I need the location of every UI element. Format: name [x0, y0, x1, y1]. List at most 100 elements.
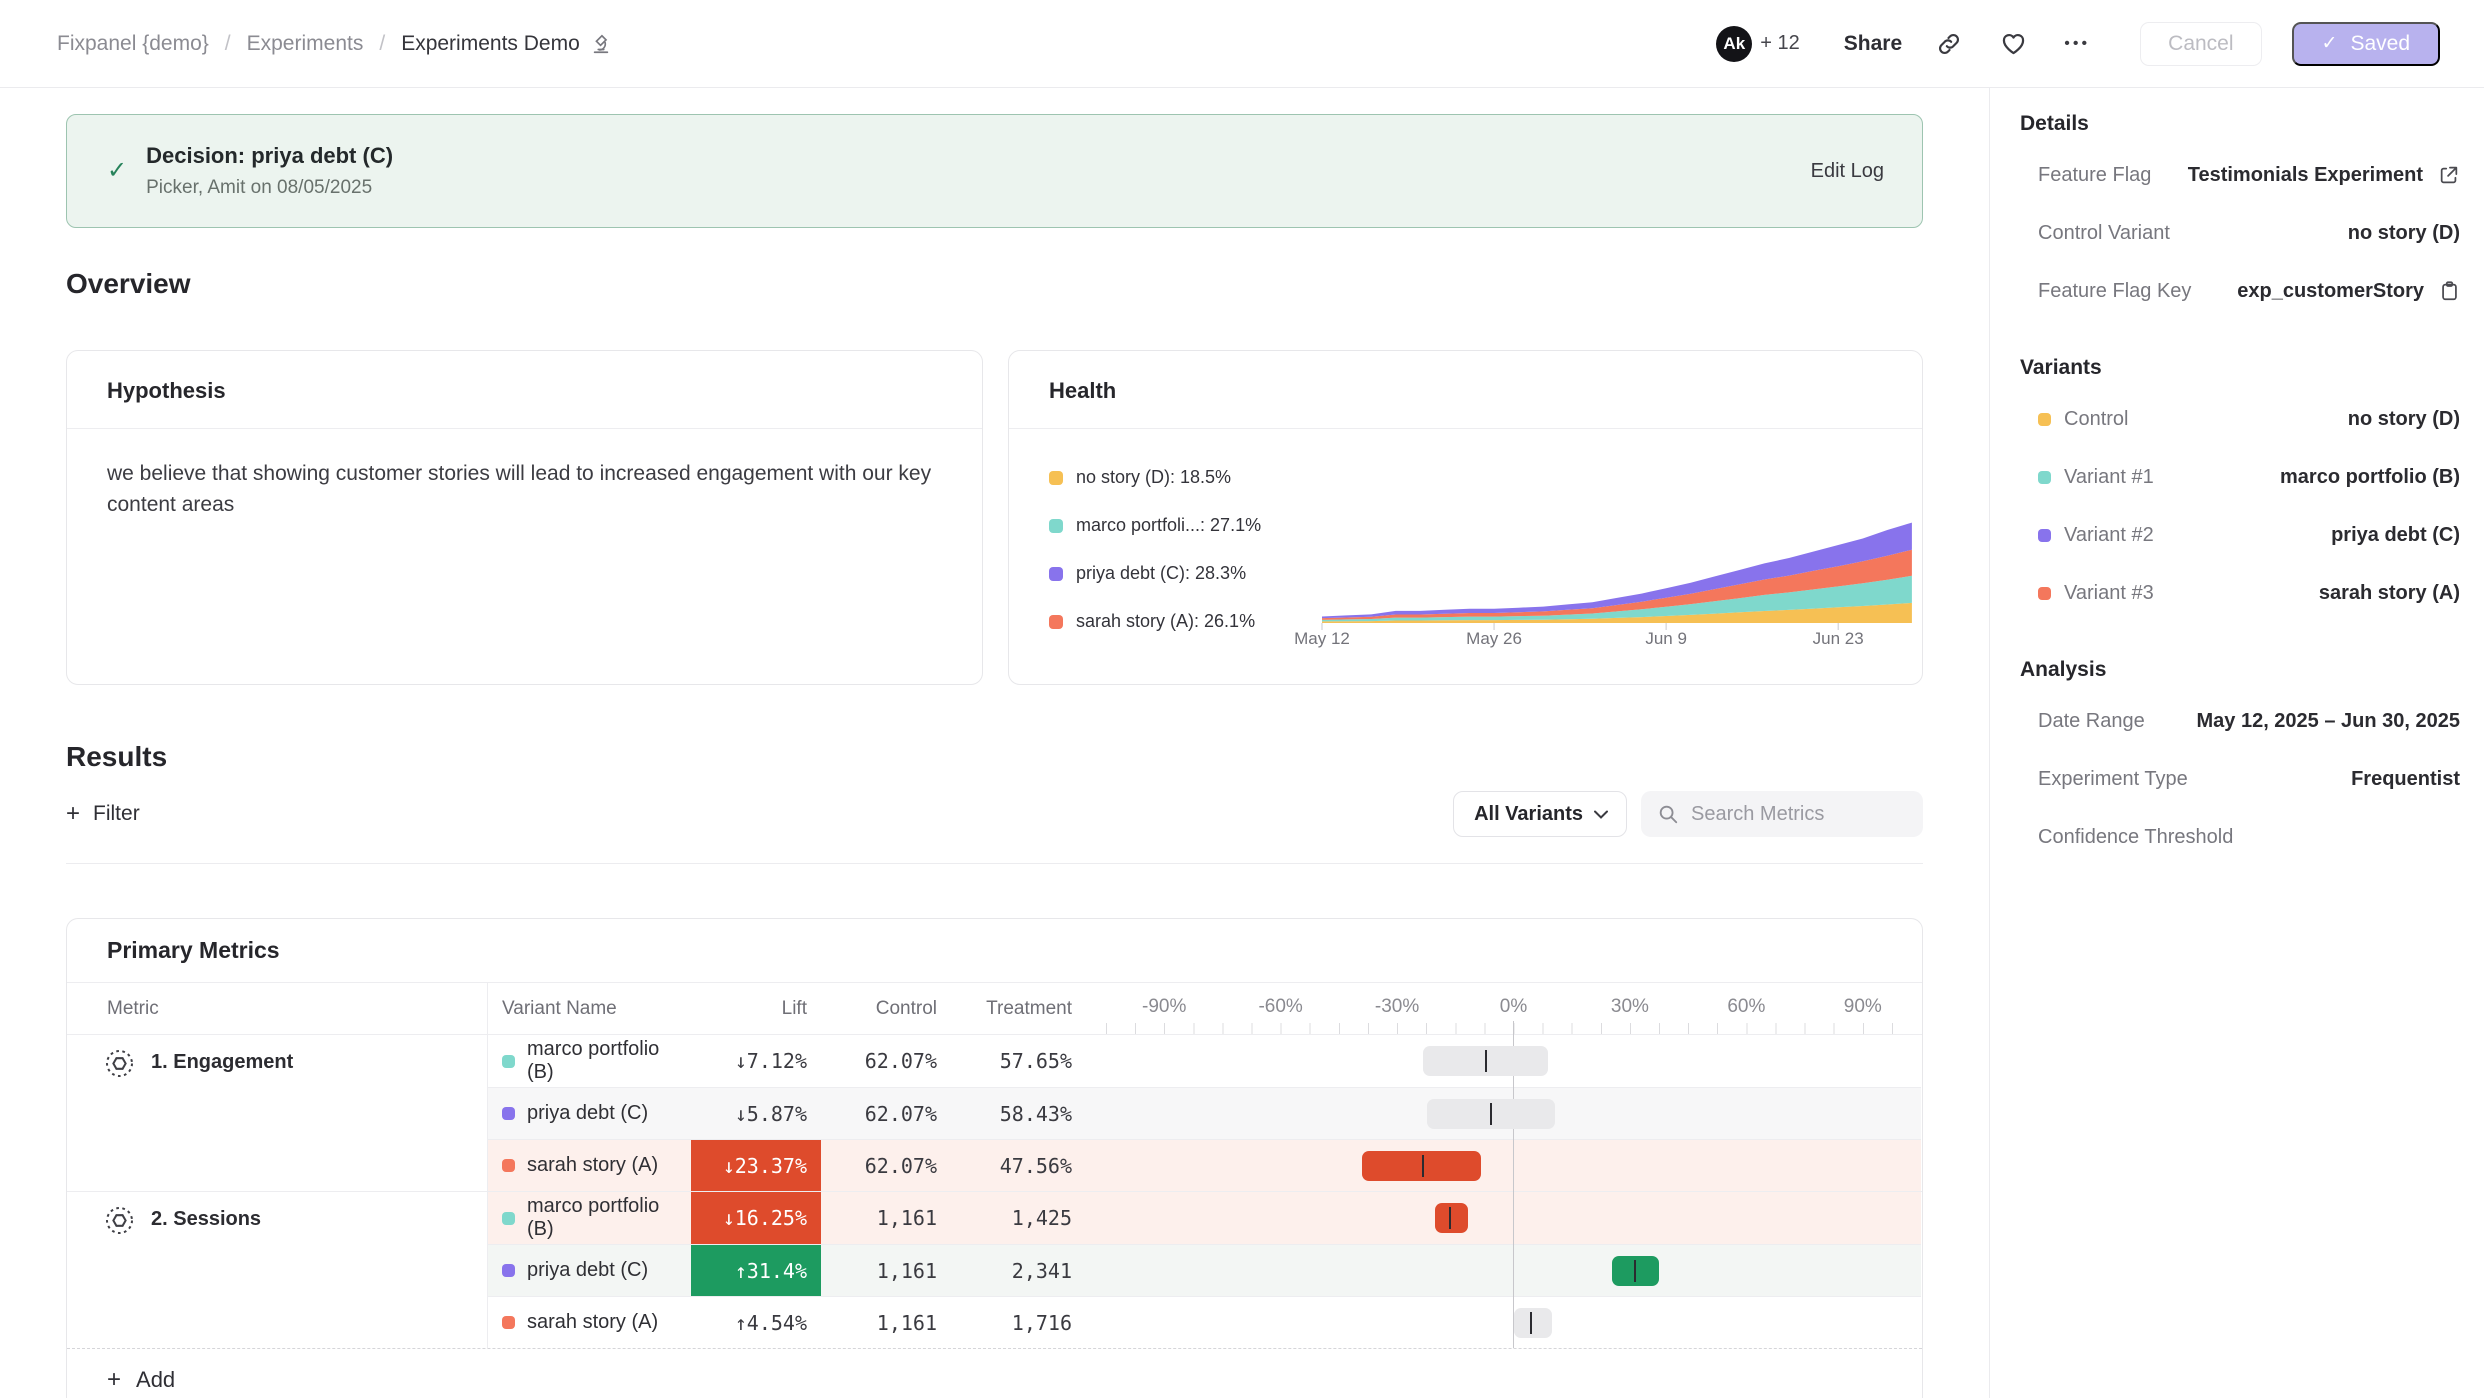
lift-value: ↓16.25%	[691, 1192, 821, 1244]
axis-tick-label: -30%	[1375, 996, 1419, 1018]
table-row[interactable]: marco portfolio (B)↓16.25%1,1611,425	[488, 1192, 1921, 1244]
filter-label: Filter	[93, 802, 140, 826]
row-value-text: May 12, 2025 – Jun 30, 2025	[2196, 710, 2460, 733]
variants-dropdown-label: All Variants	[1474, 803, 1583, 826]
row-value-text: Testimonials Experiment	[2188, 164, 2423, 187]
lift-text: ↓23.37%	[723, 1154, 807, 1178]
treatment-value: 1,716	[951, 1297, 1106, 1348]
axis-tick-label: 90%	[1844, 996, 1882, 1018]
row-label-text: Variant #1	[2064, 466, 2154, 489]
table-row[interactable]: priya debt (C)↑31.4%1,1612,341	[488, 1244, 1921, 1296]
variant-swatch	[502, 1159, 515, 1172]
row-value: sarah story (A)	[2154, 582, 2460, 605]
row-label-text: Experiment Type	[2038, 768, 2188, 791]
row-label: Feature Flag Key	[2038, 280, 2191, 303]
plus-icon: +	[107, 1368, 121, 1392]
metric-group: 2. Sessionsmarco portfolio (B)↓16.25%1,1…	[67, 1191, 1922, 1348]
legend-label: priya debt (C): 28.3%	[1076, 563, 1246, 584]
breadcrumb-workspace[interactable]: Fixpanel {demo}	[57, 32, 209, 56]
row-value: marco portfolio (B)	[2154, 466, 2460, 489]
decision-text: Decision: priya debt (C) Picker, Amit on…	[146, 143, 393, 199]
control-text: 62.07%	[865, 1102, 937, 1126]
saved-button[interactable]: ✓ Saved	[2292, 22, 2440, 66]
breadcrumb-experiments[interactable]: Experiments	[247, 32, 364, 56]
collaborators[interactable]: Ak + 12	[1716, 26, 1799, 62]
lift-text: ↓7.12%	[735, 1049, 807, 1073]
edit-log-link[interactable]: Edit Log	[1811, 160, 1884, 183]
share-button[interactable]: Share	[1844, 32, 1902, 56]
results-toolbar: + Filter All Variants	[66, 791, 1923, 837]
health-body: no story (D): 18.5%marco portfoli...: 27…	[1009, 429, 1922, 646]
external-link-icon[interactable]	[2438, 164, 2460, 186]
legend-label: sarah story (A): 26.1%	[1076, 611, 1255, 632]
mean-tick	[1422, 1155, 1424, 1177]
more-options-button[interactable]: •••	[2060, 27, 2094, 61]
divider	[66, 863, 1923, 864]
variant-name: sarah story (A)	[527, 1154, 658, 1177]
control-text: 62.07%	[865, 1154, 937, 1178]
page-title: Experiments Demo	[401, 32, 580, 56]
table-row[interactable]: sarah story (A) ↓23.37% 62.07% 47.56%	[488, 1139, 1921, 1191]
row-label: Variant #3	[2038, 582, 2154, 605]
content: ✓ Decision: priya debt (C) Picker, Amit …	[0, 88, 1990, 1398]
variants-dropdown[interactable]: All Variants	[1453, 791, 1627, 837]
table-header: Metric Variant Name Lift Control Treatme…	[67, 983, 1922, 1035]
health-title: Health	[1009, 351, 1922, 429]
copy-link-icon[interactable]	[1932, 27, 1966, 61]
row-label: Variant #2	[2038, 524, 2154, 547]
control-value: 62.07%	[821, 1140, 951, 1191]
row-label: Confidence Threshold	[2038, 826, 2233, 849]
favorite-heart-icon[interactable]	[1996, 27, 2030, 61]
col-treatment: Treatment	[951, 998, 1106, 1020]
sidebar-row: Feature Flag Testimonials Experiment	[2020, 146, 2460, 204]
overview-cards: Hypothesis we believe that showing custo…	[66, 350, 1923, 685]
copy-icon[interactable]	[2439, 280, 2460, 302]
avatar[interactable]: Ak	[1716, 26, 1752, 62]
lift-text: ↑31.4%	[735, 1259, 807, 1283]
row-value: Testimonials Experiment	[2151, 164, 2460, 187]
table-row[interactable]: priya debt (C)↓5.87%62.07%58.43%	[488, 1087, 1921, 1139]
overview-heading: Overview	[66, 268, 1923, 300]
search-metrics-input[interactable]	[1691, 803, 1907, 826]
row-label-text: Feature Flag Key	[2038, 280, 2191, 303]
treatment-value: 1,425	[951, 1192, 1106, 1244]
sidebar-row: Confidence Threshold	[2020, 808, 2460, 866]
variant-swatch	[502, 1316, 515, 1329]
row-label-text: Confidence Threshold	[2038, 826, 2233, 849]
table-row[interactable]: sarah story (A)↑4.54%1,1611,716	[488, 1296, 1921, 1348]
treatment-text: 1,716	[1012, 1311, 1072, 1335]
row-label-text: Feature Flag	[2038, 164, 2151, 187]
section-title: Details	[2020, 112, 2460, 136]
metric-cell[interactable]: 2. Sessions	[67, 1192, 488, 1348]
collaborators-count[interactable]: + 12	[1760, 32, 1799, 55]
breadcrumb-separator: /	[379, 32, 385, 56]
legend-swatch	[1049, 615, 1063, 629]
lift-value: ↑4.54%	[691, 1297, 821, 1348]
decision-subtitle: Picker, Amit on 08/05/2025	[146, 177, 393, 199]
metric-rows: marco portfolio (B)↓16.25%1,1611,425priy…	[488, 1192, 1921, 1348]
sidebar-row: Variant #3 sarah story (A)	[2020, 564, 2460, 622]
sidebar-row: Variant #2priya debt (C)	[2020, 506, 2460, 564]
row-label: Feature Flag	[2038, 164, 2151, 187]
check-icon: ✓	[107, 159, 127, 183]
pm-body: 1. Engagementmarco portfolio (B) ↓7.12% 62…	[67, 1035, 1922, 1348]
metric-cell[interactable]: 1. Engagement	[67, 1035, 488, 1191]
hypothesis-title: Hypothesis	[67, 351, 982, 429]
filter-button[interactable]: + Filter	[66, 802, 140, 826]
mean-tick	[1530, 1312, 1532, 1334]
sidebar-row: Date RangeMay 12, 2025 – Jun 30, 2025	[2020, 692, 2460, 750]
search-box	[1641, 791, 1923, 837]
lift-text: ↑4.54%	[735, 1311, 807, 1335]
lift-value: ↓7.12%	[691, 1035, 821, 1087]
header-actions: Ak + 12 Share ••• Cancel ✓ Saved	[1716, 22, 2440, 66]
cancel-button[interactable]: Cancel	[2140, 22, 2261, 66]
variant-cell: marco portfolio (B)	[488, 1035, 691, 1087]
sidebar-row: Control Variantno story (D)	[2020, 204, 2460, 262]
row-value-text: sarah story (A)	[2319, 582, 2460, 605]
row-value: exp_customerStory	[2191, 280, 2460, 303]
treatment-value: 47.56%	[951, 1140, 1106, 1191]
row-value-text: no story (D)	[2348, 408, 2460, 431]
confidence-interval-cell	[1106, 1088, 1921, 1139]
table-row[interactable]: marco portfolio (B)↓7.12%62.07%57.65%	[488, 1035, 1921, 1087]
add-metric-button[interactable]: + Add	[67, 1348, 1922, 1398]
